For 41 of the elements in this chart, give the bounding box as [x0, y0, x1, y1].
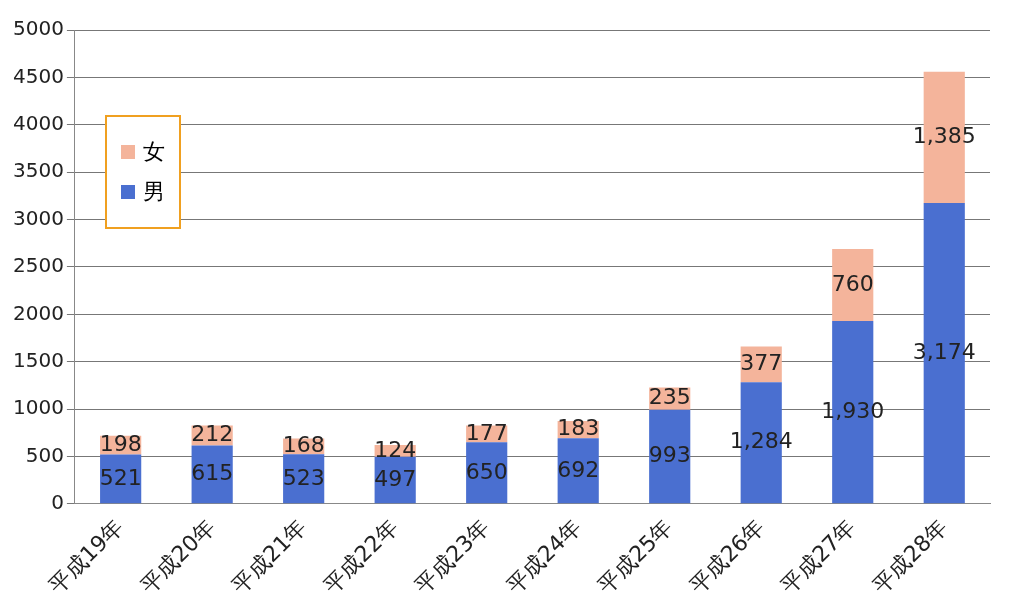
- y-tick-label: 3500: [12, 158, 64, 183]
- data-label: 177: [465, 419, 508, 445]
- y-tick-label: 5000: [12, 16, 64, 41]
- data-label: 198: [99, 430, 142, 456]
- data-label: 760: [831, 270, 874, 296]
- x-tick-label: 平成23年: [410, 514, 495, 599]
- x-tick-label: 平成27年: [776, 514, 861, 599]
- x-tick-label: 平成24年: [501, 514, 586, 599]
- data-label: 497: [374, 465, 417, 491]
- bar: [649, 409, 691, 504]
- data-label: 692: [557, 456, 600, 482]
- x-tick-label: 平成28年: [867, 514, 952, 599]
- y-tick-label: 500: [25, 442, 64, 467]
- data-label: 377: [740, 350, 783, 376]
- data-label: 521: [99, 464, 142, 490]
- legend-label: 男: [142, 178, 165, 206]
- x-tick-label: 平成25年: [593, 514, 678, 599]
- legend-label: 女: [142, 138, 165, 166]
- y-tick-label: 4500: [12, 63, 64, 88]
- y-tick-label: 1000: [12, 395, 64, 420]
- data-label: 212: [191, 421, 234, 447]
- x-tick-label: 平成21年: [227, 514, 312, 599]
- data-label: 235: [648, 384, 691, 410]
- data-label: 523: [282, 464, 325, 490]
- y-tick-label: 0: [51, 490, 64, 515]
- x-tick-label: 平成26年: [684, 514, 769, 599]
- data-label: 124: [374, 436, 417, 462]
- y-tick-label: 2000: [12, 300, 64, 325]
- data-label: 183: [557, 415, 600, 441]
- data-label: 650: [465, 458, 508, 484]
- x-tick-label: 平成20年: [135, 514, 220, 599]
- x-tick-label: 平成22年: [318, 514, 403, 599]
- data-label: 615: [191, 460, 234, 486]
- data-label: 1,385: [912, 123, 976, 149]
- y-tick-label: 4000: [12, 110, 64, 135]
- data-label: 993: [648, 442, 691, 468]
- y-tick-label: 1500: [12, 347, 64, 372]
- x-tick-label: 平成19年: [44, 514, 129, 599]
- data-label: 168: [282, 432, 325, 458]
- y-tick-label: 3000: [12, 205, 64, 230]
- y-tick-label: 2500: [12, 253, 64, 278]
